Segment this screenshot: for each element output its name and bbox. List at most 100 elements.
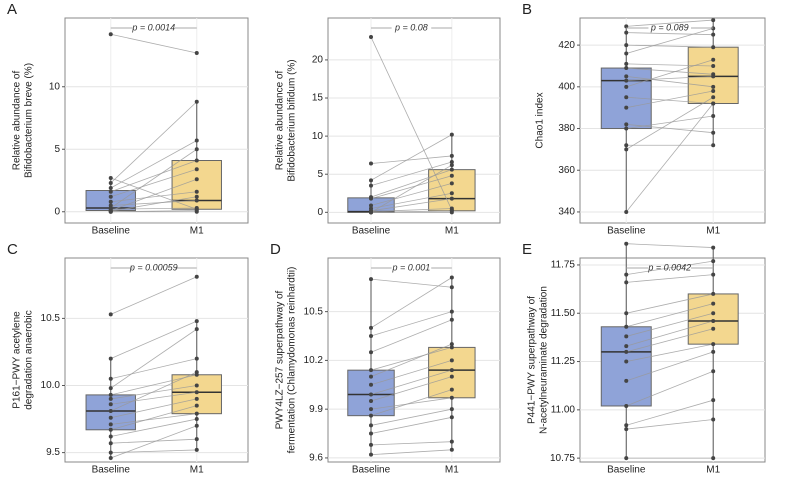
point [369,399,373,404]
point [711,342,716,347]
point [108,199,113,204]
pair-line [370,208,452,212]
point [711,18,716,23]
point [194,99,199,104]
y-tick-label: 380 [558,123,575,134]
y-axis-label: Bifidobacterium breve (%) [24,63,35,178]
point [449,160,454,165]
point [624,147,629,152]
point [711,291,716,296]
pair-line [110,385,197,400]
pair-line [370,169,452,198]
y-tick-label: 11.25 [551,356,576,367]
point [108,176,113,180]
point [711,272,716,277]
point [624,43,629,48]
plot-area [64,257,249,463]
y-tick-label: 10 [312,131,324,142]
point [369,183,373,188]
point [624,24,629,29]
point [711,311,716,316]
pair-line [626,260,714,276]
point [194,390,199,395]
pair-line [370,175,452,199]
pair-line [625,103,714,213]
pair-line [626,399,714,426]
pair-line [626,351,714,382]
point [624,122,629,127]
p-value: p = 0.08 [394,22,428,32]
pair-line [110,413,197,425]
y-tick-label: 360 [558,165,575,176]
point [711,245,716,250]
pair-line [110,425,197,459]
pair-line [110,177,197,210]
point [449,358,454,363]
point [449,439,454,444]
p-value: p = 0.001 [392,262,431,272]
point [624,126,629,131]
pair-line [626,274,714,283]
point [624,349,629,354]
point [449,285,454,290]
pair-line [626,96,714,104]
pair-line [370,347,452,371]
point [369,325,373,330]
point [711,84,716,89]
x-tick-label: Baseline [607,226,646,237]
point [624,78,629,83]
y-tick-label: 420 [558,40,575,51]
pair-line [626,75,714,88]
panel-label: A [7,1,17,18]
panel-label: D [270,241,281,258]
point [194,411,199,416]
point [108,32,113,37]
pair-line [626,28,714,54]
pair-line [370,389,452,417]
y-axis-label: Relative abundance of [12,71,23,171]
point [449,368,454,373]
point [624,423,629,428]
pair-line [370,408,452,426]
point [624,334,629,339]
point [449,317,454,322]
point [369,196,373,201]
panel-label: E [522,241,532,258]
pair-line [626,75,714,81]
box [600,326,652,407]
pair-line [110,374,197,396]
pair-line [626,44,714,48]
point [194,383,199,388]
point [449,196,454,201]
point [624,311,629,316]
y-tick-label: 9.5 [46,447,60,458]
point [194,319,199,324]
point [624,84,629,89]
point [194,194,199,199]
pair-line [370,164,453,213]
x-tick-label: Baseline [607,465,646,476]
point [369,161,373,166]
pair-line [110,405,197,431]
p-value: p = 0.00059 [129,262,178,272]
point [711,301,716,306]
pair-line [370,182,452,206]
point [194,423,199,428]
point [369,423,373,428]
y-axis-label: PWY4LZ−257 superpathway of [275,290,286,429]
point [194,147,199,152]
point [108,415,113,420]
point [624,74,629,79]
y-tick-label: 9.9 [309,404,323,415]
pair-line [370,441,452,446]
point [711,57,716,62]
y-tick-label: 0 [317,207,323,218]
point [194,177,199,182]
point [711,349,716,354]
point [449,374,454,379]
point [449,345,454,350]
point [624,241,629,246]
point [108,402,113,407]
point [711,143,716,148]
y-tick-label: 10.5 [41,313,61,324]
